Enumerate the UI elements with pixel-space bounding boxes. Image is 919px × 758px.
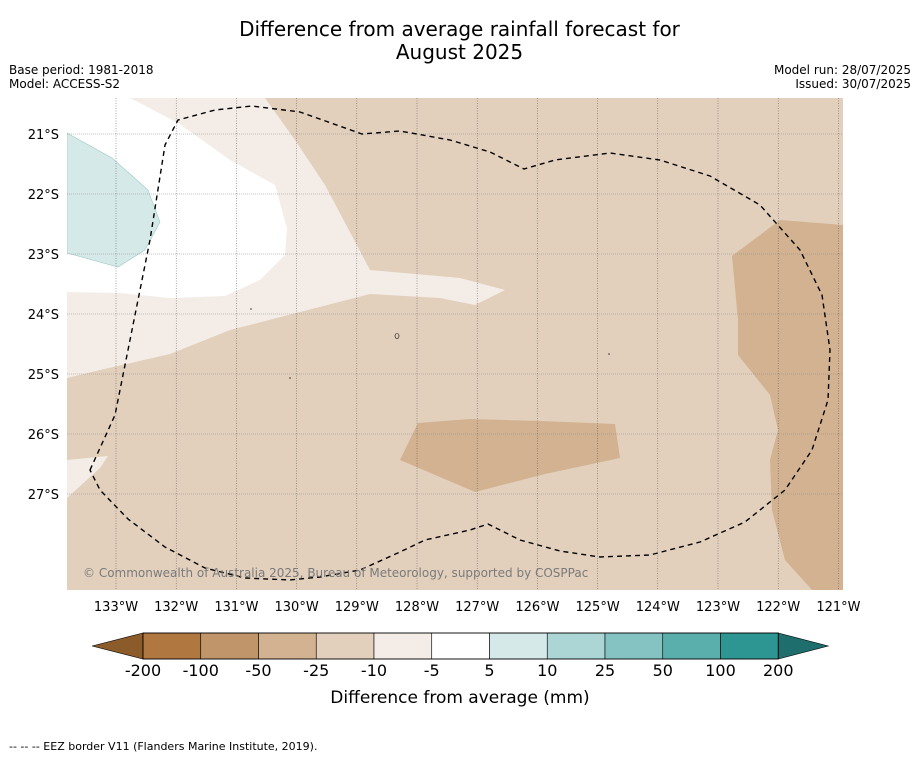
lon-label: 133°W <box>94 600 138 615</box>
copyright-text: © Commonwealth of Australia 2025, Bureau… <box>83 566 588 580</box>
lat-label: 21°S <box>28 128 59 143</box>
anomaly-region-plus5-plus10 <box>67 132 161 268</box>
colorbar-tick-label: 50 <box>653 661 673 680</box>
colorbar-swatch <box>373 632 433 660</box>
lat-label: 23°S <box>28 248 59 263</box>
meta-left: Base period: 1981-2018 Model: ACCESS-S2 <box>9 63 154 91</box>
lat-label: 24°S <box>28 308 59 323</box>
model-text: Model: ACCESS-S2 <box>9 77 121 91</box>
eez-border-line <box>89 105 831 581</box>
colorbar-swatch <box>200 632 259 660</box>
lon-label: 122°W <box>756 600 800 615</box>
colorbar-swatch <box>489 632 548 660</box>
colorbar-title: Difference from average (mm) <box>330 688 589 708</box>
anomaly-region-minus25-minus50-center <box>400 419 620 492</box>
lat-label: 22°S <box>28 188 59 203</box>
lon-label: 129°W <box>335 600 379 615</box>
lon-label: 123°W <box>696 600 740 615</box>
lon-label: 128°W <box>395 600 439 615</box>
colorbar-tick-label: -10 <box>361 661 387 680</box>
lon-label: 127°W <box>455 600 499 615</box>
anomaly-speck <box>394 333 400 339</box>
colorbar-swatch <box>258 632 317 660</box>
colorbar-swatch <box>720 632 779 660</box>
anomaly-region-minus25-minus50-east <box>732 220 843 590</box>
lon-label: 132°W <box>154 600 198 615</box>
colorbar-tick-label: 5 <box>484 661 494 680</box>
colorbar-tick-label: -5 <box>424 661 440 680</box>
colorbar-tick-label: -50 <box>245 661 271 680</box>
lon-label: 130°W <box>275 600 319 615</box>
colorbar-tick-label: 25 <box>595 661 615 680</box>
lat-label: 27°S <box>28 488 59 503</box>
issued-text: Issued: 30/07/2025 <box>795 77 911 91</box>
meta-right: Model run: 28/07/2025 Issued: 30/07/2025 <box>774 63 911 91</box>
eez-legend-footer: -- -- -- EEZ border V11 (Flanders Marine… <box>9 740 318 753</box>
colorbar-swatch <box>662 632 721 660</box>
lon-label: 121°W <box>816 600 860 615</box>
colorbar-swatch <box>546 632 606 660</box>
lat-label: 25°S <box>28 368 59 383</box>
colorbar-left-arrow <box>91 632 144 660</box>
lon-label: 126°W <box>515 600 559 615</box>
lon-label: 125°W <box>576 600 620 615</box>
anomaly-region-minus5-minus10-south <box>67 456 108 498</box>
map-title: Difference from average rainfall forecas… <box>239 17 680 64</box>
lon-label: 124°W <box>636 600 680 615</box>
colorbar-tick-label: -200 <box>125 661 161 680</box>
colorbar-tick-label: 10 <box>537 661 557 680</box>
colorbar-tick-label: 100 <box>705 661 736 680</box>
colorbar-outline <box>142 632 779 660</box>
colorbar-tick-label: -25 <box>303 661 329 680</box>
lat-label: 26°S <box>28 428 59 443</box>
colorbar-swatch <box>431 632 490 660</box>
colorbar-swatch <box>604 632 664 660</box>
colorbar-right-arrow <box>777 632 830 660</box>
colorbar-swatch <box>142 632 202 660</box>
lon-label: 131°W <box>214 600 258 615</box>
colorbar-swatch <box>315 632 375 660</box>
colorbar <box>91 632 830 660</box>
colorbar-tick-label: 200 <box>763 661 794 680</box>
model-run-text: Model run: 28/07/2025 <box>773 63 911 77</box>
base-period-text: Base period: 1981-2018 <box>9 63 154 77</box>
colorbar-tick-label: -100 <box>183 661 219 680</box>
